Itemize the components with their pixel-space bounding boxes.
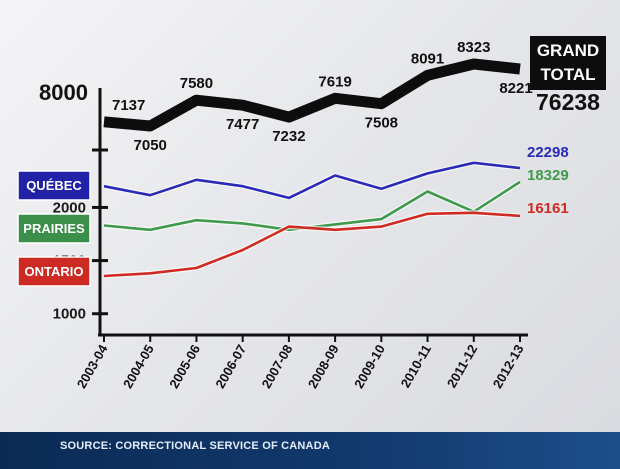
grand-total-title-line2: TOTAL (540, 65, 595, 84)
legend-item: ONTARIO (17, 256, 91, 287)
grand-total-point-label: 8221 (499, 80, 532, 97)
x-tick-label: 2008-09 (305, 342, 342, 391)
grand-total-point-label: 7580 (180, 75, 213, 92)
x-tick-label: 2012-13 (490, 342, 527, 391)
series-line-ontario (103, 211, 521, 278)
x-tick-label: 2004-05 (120, 342, 157, 391)
legend-label: PRAIRIES (23, 221, 85, 236)
series-line-québec (103, 161, 521, 200)
legend: QUÉBEC PRAIRIES ONTARIO (17, 170, 91, 287)
grand-total-point-label: 7477 (226, 116, 259, 133)
series-end-label: 18329 (527, 167, 569, 184)
grand-total-line (103, 58, 521, 132)
grand-total-badge: GRAND TOTAL (530, 36, 606, 90)
x-tick-label: 2007-08 (259, 342, 296, 391)
series-line-halo (103, 210, 521, 279)
grand-total-value: 76238 (536, 89, 600, 115)
grand-total-badge-bg (530, 36, 606, 90)
source-text: SOURCE: CORRECTIONAL SERVICE OF CANADA (60, 440, 330, 452)
legend-badge (17, 213, 91, 244)
x-tick-label: 2011-12 (444, 342, 480, 390)
legend-badge (17, 256, 91, 287)
legend-badge (17, 170, 91, 201)
grand-total-point-label: 8323 (457, 39, 490, 56)
x-tick-label: 2003-04 (74, 341, 111, 390)
series-end-label: 22298 (527, 144, 569, 161)
x-tick-label: 2009-10 (351, 342, 388, 391)
grand-total-point-label: 8091 (411, 50, 444, 67)
y-tick-label: 1000 (53, 306, 86, 323)
x-labels: 2003-04 2004-05 2005-06 2006-07 2007-08 2008-… (74, 341, 527, 390)
series-end-labels: 22298 18329 16161 (527, 144, 569, 217)
y-tick-label: 2000 (53, 199, 86, 216)
x-ticks (103, 335, 521, 342)
series-end-label: 16161 (527, 200, 569, 217)
legend-item: QUÉBEC (17, 170, 91, 201)
series-line-halo (103, 160, 521, 201)
x-tick-label: 2010-11 (398, 342, 434, 390)
legend-label: QUÉBEC (26, 178, 82, 193)
source-footer: SOURCE: CORRECTIONAL SERVICE OF CANADA (0, 432, 620, 469)
upper-axis-label: 8000 (39, 80, 88, 105)
grand-total-point-label: 7232 (272, 128, 305, 145)
x-tick-label: 2006-07 (212, 342, 249, 391)
grand-total-point-label: 7619 (318, 73, 351, 90)
grand-total-point-label: 7508 (365, 115, 398, 132)
grand-total-labels: 7137 7050 7580 7477 7232 7619 7508 8091 8323 8221 (112, 39, 533, 154)
grand-total-series: 7137 7050 7580 7477 7232 7619 7508 8091 8323 8221 (103, 39, 533, 154)
grand-total-point-label: 7050 (134, 137, 167, 154)
legend-item: PRAIRIES (17, 213, 91, 244)
legend-label: ONTARIO (25, 264, 84, 279)
grand-total-point-label: 7137 (112, 97, 145, 114)
x-tick-label: 2005-06 (166, 342, 203, 391)
regional-series (103, 160, 522, 279)
grand-total-title-line1: GRAND (537, 41, 599, 60)
